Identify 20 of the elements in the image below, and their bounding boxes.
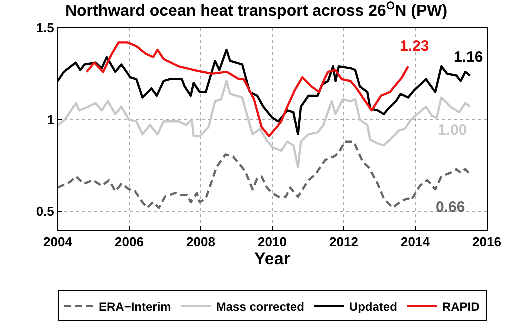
x-tick-label: 2012 [330, 234, 358, 250]
x-tick-label: 2014 [401, 234, 431, 250]
legend-label: ERA−Interim [99, 300, 172, 314]
x-tick-label: 2010 [258, 234, 287, 250]
legend-label: Mass corrected [216, 300, 304, 314]
x-tick-label: 2006 [115, 234, 144, 250]
legend-label: Updated [349, 300, 398, 314]
line-series [58, 80, 472, 169]
annotation: 1.16 [454, 49, 484, 66]
y-tick-label: 1.5 [36, 20, 54, 36]
annotation: 0.66 [436, 199, 466, 216]
y-tick-label: 1 [47, 112, 54, 128]
x-tick-label: 2016 [472, 234, 502, 250]
x-axis-title: Year [254, 250, 291, 269]
legend-label: RAPID [442, 300, 480, 314]
y-tick-label: 0.5 [36, 204, 54, 220]
annotation: 1.23 [400, 38, 430, 55]
x-tick-label: 2004 [44, 234, 74, 250]
x-tick-label: 2008 [186, 234, 216, 250]
chart-title: Northward ocean heat transport across 26$^{O}$N (PW) [65, 0, 448, 20]
